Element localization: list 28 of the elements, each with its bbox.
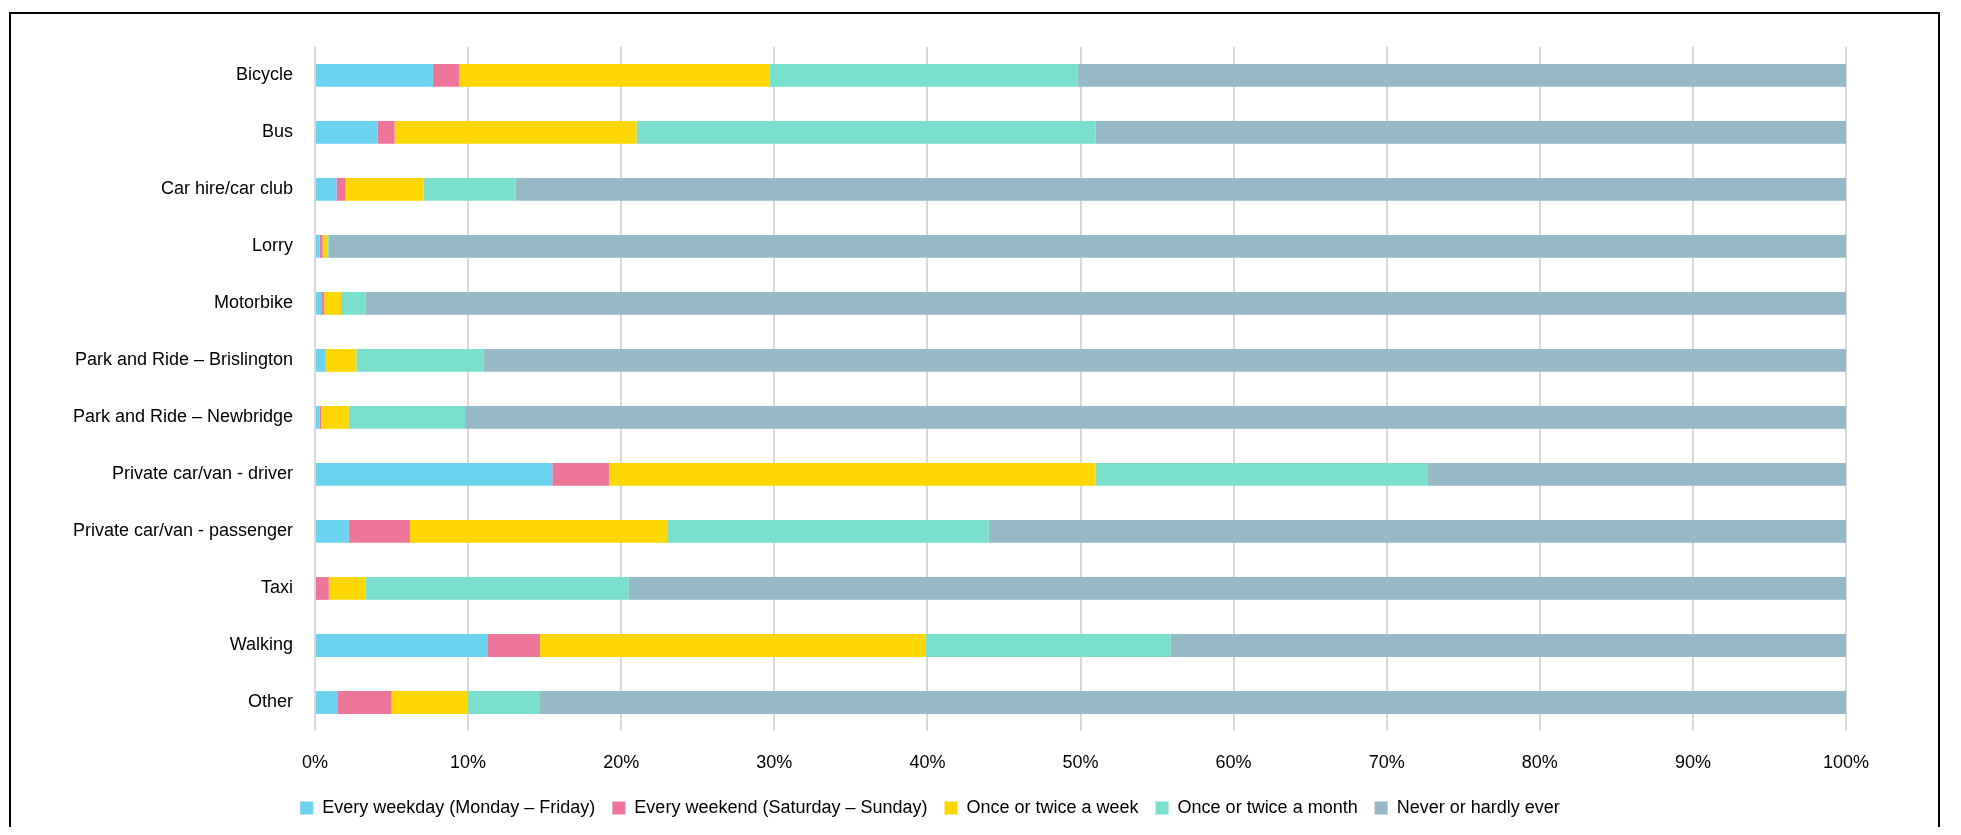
y-tick-label: Car hire/car club	[160, 178, 293, 199]
x-tick-label: 40%	[909, 751, 946, 772]
x-tick-label: 10%	[450, 751, 487, 772]
y-tick-label: Motorbike	[213, 292, 293, 313]
legend-label: Once or twice a week	[966, 796, 1140, 817]
y-tick-label: Park and Ride – Brislington	[74, 349, 293, 370]
y-tick-label: Bicycle	[235, 64, 293, 85]
legend-label: Every weekday (Monday – Friday)	[322, 796, 596, 817]
x-tick-label: 80%	[1521, 751, 1558, 772]
y-tick-label: Private car/van - passenger	[72, 520, 293, 541]
y-tick-label: Lorry	[251, 235, 293, 256]
legend-label: Every weekend (Saturday – Sunday)	[634, 796, 928, 817]
x-tick-label: 60%	[1215, 751, 1252, 772]
y-tick-label: Park and Ride – Newbridge	[72, 406, 293, 427]
y-tick-label: Other	[247, 691, 293, 712]
legend-label: Once or twice a month	[1177, 796, 1358, 817]
legend-label: Never or hardly ever	[1396, 796, 1560, 817]
y-tick-label: Walking	[229, 634, 293, 655]
y-tick-label: Taxi	[260, 577, 293, 598]
x-tick-label: 90%	[1674, 751, 1711, 772]
x-tick-label: 0%	[301, 751, 329, 772]
x-tick-label: 70%	[1368, 751, 1405, 772]
x-tick-label: 20%	[603, 751, 640, 772]
y-tick-label: Private car/van - driver	[111, 463, 293, 484]
x-tick-label: 100%	[1822, 751, 1870, 772]
y-tick-label: Bus	[261, 121, 293, 142]
x-tick-label: 50%	[1062, 751, 1099, 772]
x-tick-label: 30%	[756, 751, 793, 772]
